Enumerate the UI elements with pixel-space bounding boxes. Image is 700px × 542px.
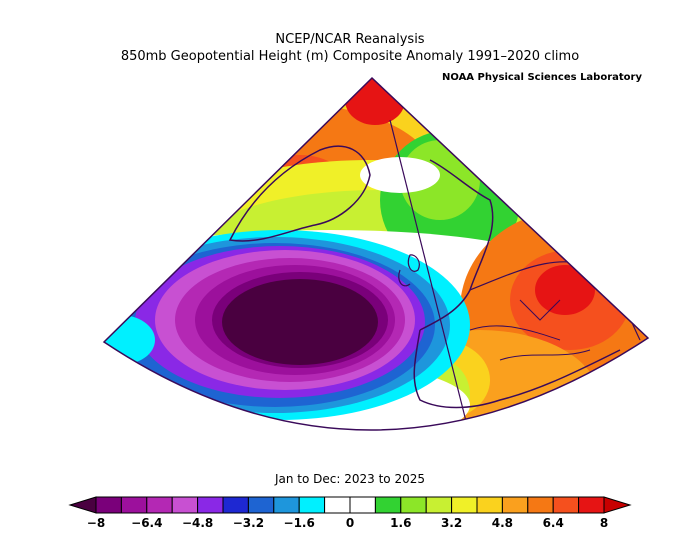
- colorbar-arrow-low: [68, 496, 97, 514]
- colorbar-box: [349, 496, 376, 514]
- colorbar-tick-label: −4.8: [182, 516, 213, 530]
- colorbar-box: [146, 496, 173, 514]
- colorbar-box: [197, 496, 224, 514]
- colorbar-tick-label: −1.6: [284, 516, 315, 530]
- colorbar-box: [171, 496, 199, 514]
- colorbar-box: [527, 496, 554, 514]
- colorbar-tick-label: −8: [87, 516, 105, 530]
- colorbar-tick-label: −6.4: [131, 516, 162, 530]
- colorbar-box: [374, 496, 402, 514]
- colorbar-box: [120, 496, 148, 514]
- colorbar-box: [247, 496, 275, 514]
- colorbar-tick-label: 8: [600, 516, 608, 530]
- colorbar-arrow-high: [603, 496, 632, 514]
- colorbar-tick-label: 1.6: [390, 516, 411, 530]
- map-boundary: [102, 76, 650, 431]
- colorbar-tick-label: 4.8: [492, 516, 513, 530]
- colorbar-box: [95, 496, 122, 514]
- colorbar-box: [324, 496, 351, 514]
- colorbar-box: [451, 496, 478, 514]
- colorbar-box: [552, 496, 580, 514]
- colorbar-tick-label: 3.2: [441, 516, 462, 530]
- colorbar-box: [476, 496, 503, 514]
- title-line-2: 850mb Geopotential Height (m) Composite …: [120, 49, 580, 64]
- colorbar-box: [400, 496, 427, 514]
- colorbar-box: [273, 496, 300, 514]
- colorbar-box: [298, 496, 326, 514]
- title-line-1: NCEP/NCAR Reanalysis: [275, 32, 425, 47]
- colorbar-boxes: [68, 496, 632, 514]
- colorbar-box: [222, 496, 249, 514]
- period-label: Jan to Dec: 2023 to 2025: [274, 472, 425, 486]
- colorbar-tick-label: 0: [346, 516, 354, 530]
- anomaly-field: [104, 78, 648, 431]
- credit-label: NOAA Physical Sciences Laboratory: [441, 72, 642, 83]
- colorbar-tick-label: 6.4: [543, 516, 564, 530]
- colorbar-tick-labels: −8 −6.4 −4.8 −3.2 −1.6 0 1.6 3.2 4.8 6.4 8: [87, 516, 608, 530]
- colorbar-box: [501, 496, 529, 514]
- colorbar-box: [425, 496, 453, 514]
- colorbar-tick-label: −3.2: [233, 516, 264, 530]
- colorbar-box: [578, 496, 605, 514]
